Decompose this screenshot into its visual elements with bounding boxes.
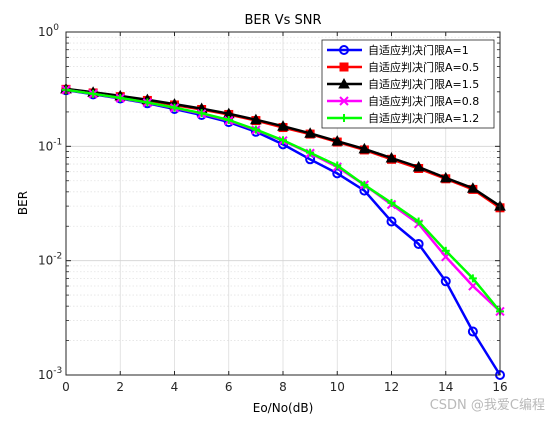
data-point xyxy=(224,115,233,124)
y-tick-label: 10-3 xyxy=(38,366,62,382)
data-point xyxy=(304,127,316,138)
data-point xyxy=(251,125,260,134)
data-point xyxy=(360,180,369,189)
data-point xyxy=(116,93,125,102)
watermark-text: CSDN @我爱C编程 xyxy=(430,398,545,413)
data-point xyxy=(441,246,450,255)
legend-label: 自适应判决门限A=0.5 xyxy=(368,60,479,74)
data-point xyxy=(197,109,206,118)
data-point xyxy=(468,274,477,283)
legend: 自适应判决门限A=1 自适应判决门限A=0.5 自适应判决门限A=1.5 自适应判决门… xyxy=(321,39,495,129)
data-point xyxy=(339,96,349,106)
x-tick-label: 4 xyxy=(171,380,179,394)
series-layer xyxy=(60,82,506,380)
legend-label: 自适应判决门限A=1.2 xyxy=(368,111,479,125)
data-point xyxy=(340,114,348,122)
y-tick-label: 10-1 xyxy=(38,137,62,153)
y-axis-ticks: 100 10-1 10-2 10-3 xyxy=(38,23,500,382)
data-point xyxy=(358,142,371,154)
data-point xyxy=(440,276,451,287)
data-point xyxy=(339,45,349,55)
x-tick-label: 16 xyxy=(492,380,507,394)
legend-label: 自适应判决门限A=0.8 xyxy=(368,94,479,108)
x-tick-label: 2 xyxy=(116,380,124,394)
data-point xyxy=(387,198,396,207)
data-point xyxy=(413,238,424,249)
legend-label: 自适应判决门限A=1 xyxy=(368,43,469,57)
data-point xyxy=(89,89,98,98)
y-tick-label: 10-2 xyxy=(38,252,62,268)
legend-item: 自适应判决门限A=1.2 xyxy=(327,111,479,125)
x-tick-label: 12 xyxy=(384,380,399,394)
data-point xyxy=(338,77,350,89)
legend-item: 自适应判决门限A=1.5 xyxy=(327,77,479,91)
y-axis-label: BER xyxy=(16,191,30,215)
legend-item: 自适应判决门限A=0.8 xyxy=(327,94,479,108)
x-tick-label: 6 xyxy=(225,380,233,394)
data-point xyxy=(467,182,479,193)
data-point xyxy=(439,171,452,183)
data-point xyxy=(279,136,287,145)
data-point xyxy=(467,326,478,337)
data-point xyxy=(170,103,179,112)
legend-item: 自适应判决门限A=1 xyxy=(327,43,469,57)
y-tick-label: 100 xyxy=(38,23,59,39)
data-point xyxy=(306,148,315,157)
x-tick-label: 8 xyxy=(279,380,287,394)
x-tick-label: 0 xyxy=(62,380,70,394)
data-point xyxy=(331,135,344,146)
legend-item: 自适应判决门限A=0.5 xyxy=(327,60,479,74)
data-point xyxy=(385,152,398,163)
data-point xyxy=(412,160,425,172)
data-point xyxy=(277,120,289,131)
x-tick-label: 14 xyxy=(438,380,453,394)
data-point xyxy=(386,216,397,227)
x-axis-label: Eo/No(dB) xyxy=(253,401,314,415)
chart-title: BER Vs SNR xyxy=(244,13,321,28)
data-point xyxy=(339,62,349,72)
data-point xyxy=(143,98,152,107)
data-point xyxy=(250,113,262,125)
x-axis-ticks: 0 2 4 6 8 10 12 14 16 xyxy=(62,32,508,394)
x-tick-label: 10 xyxy=(330,380,345,394)
legend-label: 自适应判决门限A=1.5 xyxy=(368,77,479,91)
data-point xyxy=(333,161,342,170)
data-point xyxy=(414,217,423,226)
